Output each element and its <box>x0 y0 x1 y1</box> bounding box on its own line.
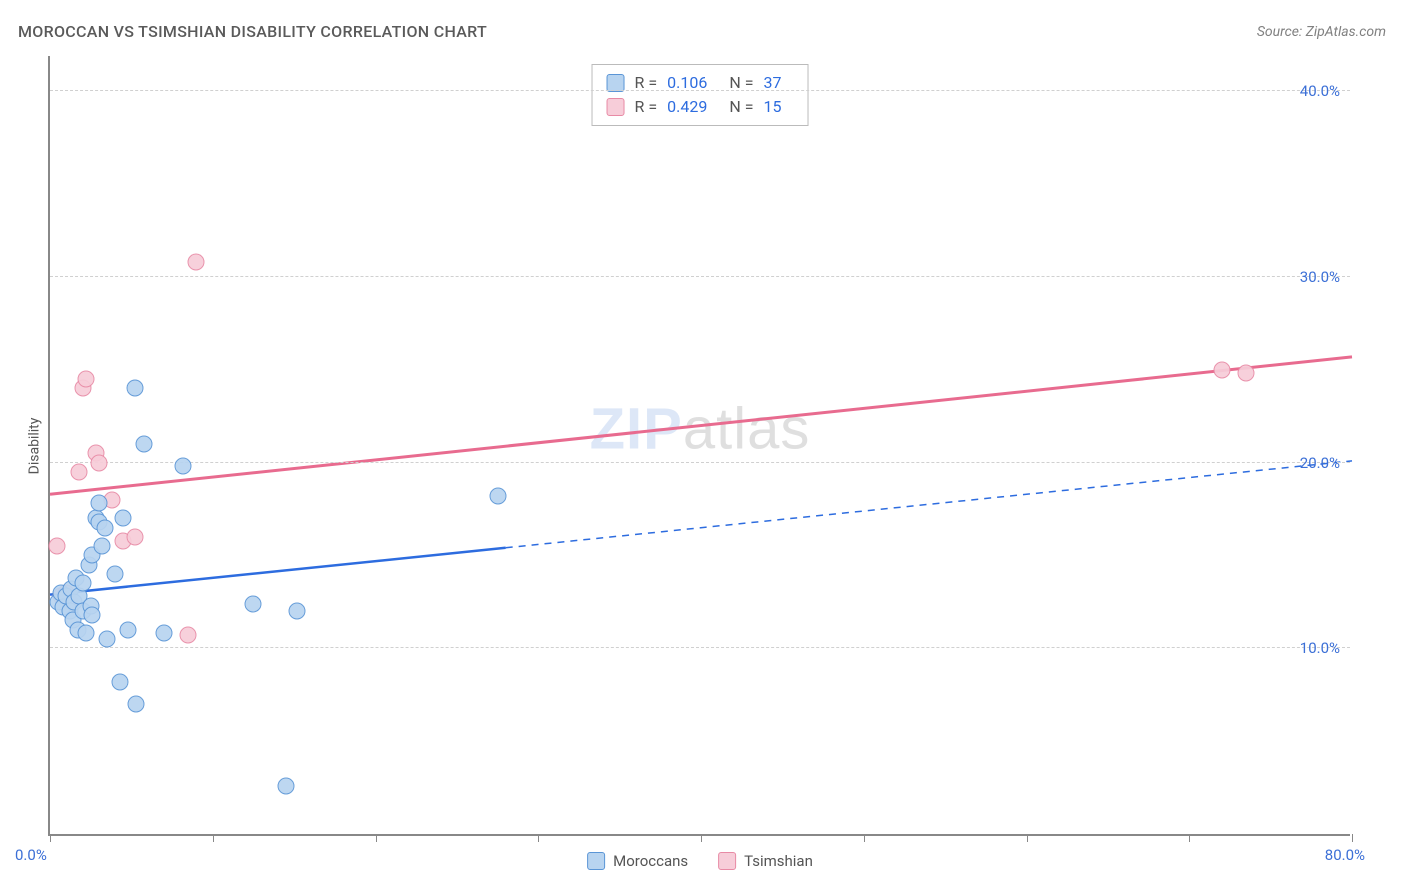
y-tick-label: 10.0% <box>1300 639 1340 657</box>
chart-title: MOROCCAN VS TSIMSHIAN DISABILITY CORRELA… <box>18 22 487 41</box>
data-point <box>289 603 306 620</box>
data-point <box>90 495 107 512</box>
x-tick <box>213 834 214 842</box>
x-tick-label: 0.0% <box>15 846 47 864</box>
x-tick <box>376 834 377 842</box>
data-point <box>245 595 262 612</box>
r-value-tsimshian: 0.429 <box>667 95 707 119</box>
legend-label-moroccans: Moroccans <box>613 852 688 870</box>
data-point <box>1238 365 1255 382</box>
data-point <box>128 696 145 713</box>
n-value-moroccans: 37 <box>763 71 781 95</box>
data-point <box>155 625 172 642</box>
data-point <box>489 488 506 505</box>
r-value-moroccans: 0.106 <box>667 71 707 95</box>
x-tick <box>538 834 539 842</box>
data-point <box>71 463 88 480</box>
data-point <box>136 436 153 453</box>
plot-area: ZIPatlas R = 0.106 N = 37 R = 0.429 N = … <box>48 56 1350 836</box>
data-point <box>77 371 94 388</box>
series-legend: Moroccans Tsimshian <box>587 852 813 870</box>
data-point <box>120 621 137 638</box>
data-point <box>107 566 124 583</box>
legend-label-tsimshian: Tsimshian <box>744 852 813 870</box>
data-point <box>126 380 143 397</box>
x-tick <box>1189 834 1190 842</box>
x-tick <box>864 834 865 842</box>
data-point <box>180 627 197 644</box>
data-point <box>74 575 91 592</box>
data-point <box>115 510 132 527</box>
gridline <box>50 276 1350 277</box>
y-tick-label: 40.0% <box>1300 82 1340 100</box>
stats-row-moroccans: R = 0.106 N = 37 <box>607 71 794 95</box>
legend-item-moroccans: Moroccans <box>587 852 688 870</box>
swatch-tsimshian-icon <box>718 852 736 870</box>
swatch-moroccans-icon <box>587 852 605 870</box>
x-tick <box>50 834 51 842</box>
legend-item-tsimshian: Tsimshian <box>718 852 813 870</box>
data-point <box>1213 361 1230 378</box>
data-point <box>48 538 65 555</box>
x-tick <box>1027 834 1028 842</box>
stats-row-tsimshian: R = 0.429 N = 15 <box>607 95 794 119</box>
source-label: Source: ZipAtlas.com <box>1257 24 1386 40</box>
data-point <box>277 777 294 794</box>
data-point <box>77 625 94 642</box>
x-tick-label: 80.0% <box>1325 846 1365 864</box>
stats-legend: R = 0.106 N = 37 R = 0.429 N = 15 <box>592 64 809 126</box>
y-tick-label: 20.0% <box>1300 454 1340 472</box>
data-point <box>94 538 111 555</box>
y-tick-label: 30.0% <box>1300 268 1340 286</box>
gridline <box>50 462 1350 463</box>
data-point <box>175 458 192 475</box>
y-axis-label: Disability <box>26 418 42 475</box>
trend-lines <box>50 56 1352 836</box>
data-point <box>90 454 107 471</box>
data-point <box>111 673 128 690</box>
data-point <box>188 254 205 271</box>
data-point <box>97 519 114 536</box>
n-value-tsimshian: 15 <box>763 95 781 119</box>
x-tick <box>701 834 702 842</box>
swatch-tsimshian-icon <box>607 98 625 116</box>
gridline <box>50 90 1350 91</box>
x-tick <box>1352 834 1353 842</box>
data-point <box>84 606 101 623</box>
data-point <box>126 528 143 545</box>
gridline <box>50 647 1350 648</box>
data-point <box>98 631 115 648</box>
watermark: ZIPatlas <box>590 396 811 463</box>
